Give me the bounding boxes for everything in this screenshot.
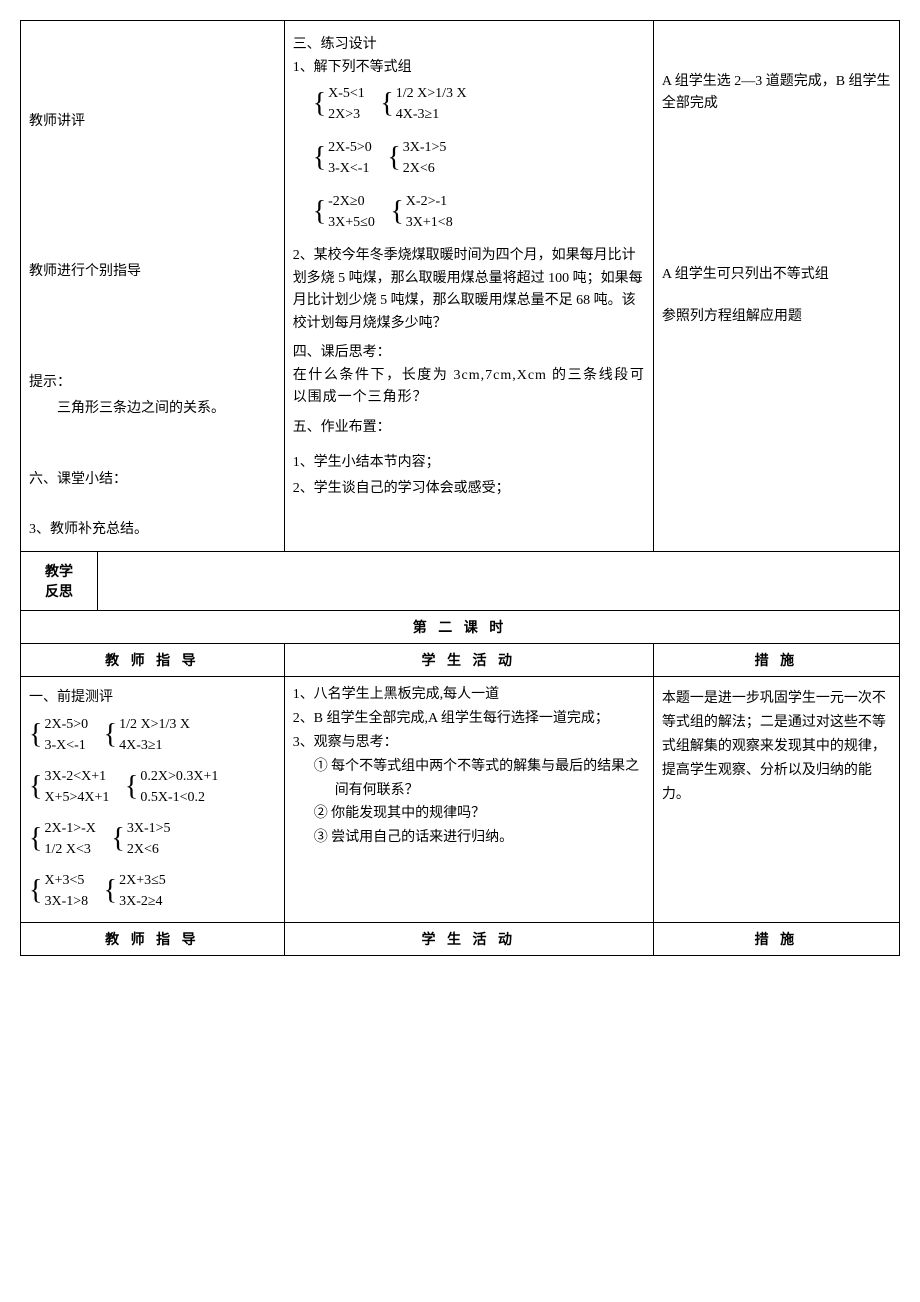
ineq: X-5<1 [328, 83, 365, 104]
ineq: 2X<6 [127, 839, 171, 860]
pretest-group-1: {2X-5>03-X<-1 {1/2 X>1/3 X4X-3≥1 [29, 714, 276, 760]
reflection-label-1: 教学 [29, 561, 89, 581]
column-headers-row: 教 师 指 导 学 生 活 动 措 施 [21, 644, 900, 677]
ineq: 3X-2<X+1 [44, 766, 109, 787]
ineq: 2X-5>0 [328, 137, 372, 158]
col-header-measures: 措 施 [653, 644, 899, 677]
brace-icon: { [387, 144, 400, 172]
reflection-label-2: 反思 [29, 581, 89, 601]
brace-icon: { [29, 773, 42, 801]
activity-3-1: ① 每个不等式组中两个不等式的解集与最后的结果之间有何联系？ [293, 755, 645, 803]
thinking-question: 在什么条件下，长度为 3cm,7cm,Xcm 的三条线段可以围成一个三角形？ [293, 365, 645, 410]
ineq: 3X-1>5 [127, 818, 171, 839]
teacher-note-5: 六、课堂小结： [29, 469, 276, 491]
brace-icon: { [313, 198, 326, 226]
exercise-1-title: 1、解下列不等式组 [293, 57, 645, 79]
homework-2: 2、学生谈自己的学习体会或感受； [293, 478, 645, 500]
section-4-title: 四、课后思考： [293, 341, 645, 361]
ineq: 1/2 X<3 [44, 839, 95, 860]
ineq: 0.5X-1<0.2 [140, 787, 218, 808]
ineq: 3-X<-1 [328, 158, 372, 179]
ineq: 4X-3≥1 [119, 735, 190, 756]
brace-icon: { [390, 198, 403, 226]
measure-3: 参照列方程组解应用题 [662, 306, 891, 328]
brace-icon: { [104, 721, 117, 749]
content-row-lower: 一、前提测评 {2X-5>03-X<-1 {1/2 X>1/3 X4X-3≥1 … [21, 677, 900, 922]
measure-1: A 组学生选 2—3 道题完成，B 组学生全部完成 [662, 71, 891, 116]
ineq: X+5>4X+1 [44, 787, 109, 808]
lesson-plan-table: 教师讲评 教师进行个别指导 提示： 三角形三条边之间的关系。 六、课堂小结： 3… [20, 20, 900, 956]
ineq: 2X>3 [328, 104, 365, 125]
measures-col-lower: 本题一是进一步巩固学生一元一次不等式组的解法；二是通过对这些不等式组解集的观察来… [653, 677, 899, 922]
lesson-2-header-row: 第 二 课 时 [21, 611, 900, 644]
pretest-group-4: {X+3<53X-1>8 {2X+3≤53X-2≥4 [29, 870, 276, 916]
brace-icon: { [29, 721, 42, 749]
section-3-title: 三、练习设计 [293, 33, 645, 53]
word-problem: 2、某校今年冬季烧煤取暖时间为四个月，如果每月比计划多烧 5 吨煤，那么取暖用煤… [293, 245, 645, 335]
inequality-group-1: {X-5<12X>3 {1/2 X>1/3 X4X-3≥1 [293, 83, 645, 129]
student-col-lower: 1、八名学生上黑板完成,每人一道 2、B 组学生全部完成,A 组学生每行选择一道… [284, 677, 653, 922]
ineq: 3-X<-1 [44, 735, 88, 756]
teacher-col-upper: 教师讲评 教师进行个别指导 提示： 三角形三条边之间的关系。 六、课堂小结： 3… [21, 21, 285, 552]
activity-3: 3、观察与思考： [293, 731, 645, 755]
homework-1: 1、学生小结本节内容； [293, 452, 645, 474]
ineq: 3X-2≥4 [119, 891, 166, 912]
reflection-content [98, 552, 900, 610]
teacher-col-lower: 一、前提测评 {2X-5>03-X<-1 {1/2 X>1/3 X4X-3≥1 … [21, 677, 285, 922]
brace-icon: { [29, 877, 42, 905]
reflection-row: 教学 反思 [21, 552, 900, 611]
ineq: 3X-1>5 [403, 137, 447, 158]
ineq: 2X+3≤5 [119, 870, 166, 891]
activity-3-3: ③ 尝试用自己的话来进行归纳。 [293, 826, 645, 850]
activity-3-2: ② 你能发现其中的规律吗？ [293, 802, 645, 826]
ineq: -2X≥0 [328, 191, 375, 212]
ineq: 2X-1>-X [44, 818, 95, 839]
section-5-title: 五、作业布置： [293, 416, 645, 436]
ineq: X+3<5 [44, 870, 88, 891]
pretest-group-2: {3X-2<X+1X+5>4X+1 {0.2X>0.3X+10.5X-1<0.2 [29, 766, 276, 812]
activity-1: 1、八名学生上黑板完成,每人一道 [293, 683, 645, 707]
teacher-note-1: 教师讲评 [29, 111, 276, 133]
lesson-2-title: 第 二 课 时 [21, 611, 900, 644]
col-header-teacher: 教 师 指 导 [21, 644, 285, 677]
ineq: 3X+5≤0 [328, 212, 375, 233]
inequality-group-3: {-2X≥03X+5≤0 {X-2>-13X+1<8 [293, 191, 645, 237]
inequality-group-2: {2X-5>03-X<-1 {3X-1>52X<6 [293, 137, 645, 183]
teacher-note-3: 提示： [29, 372, 276, 394]
ineq: X-2>-1 [406, 191, 453, 212]
ineq: 3X+1<8 [406, 212, 453, 233]
teacher-note-4: 三角形三条边之间的关系。 [29, 398, 276, 420]
ineq: 1/2 X>1/3 X [396, 83, 467, 104]
ineq: 2X-5>0 [44, 714, 88, 735]
measure-lower: 本题一是进一步巩固学生一元一次不等式组的解法；二是通过对这些不等式组解集的观察来… [662, 687, 891, 806]
ineq: 3X-1>8 [44, 891, 88, 912]
brace-icon: { [380, 90, 393, 118]
column-headers-row-bottom: 教 师 指 导 学 生 活 动 措 施 [21, 922, 900, 955]
activity-2: 2、B 组学生全部完成,A 组学生每行选择一道完成； [293, 707, 645, 731]
pretest-group-3: {2X-1>-X1/2 X<3 {3X-1>52X<6 [29, 818, 276, 864]
teacher-note-6: 3、教师补充总结。 [29, 519, 276, 541]
brace-icon: { [313, 90, 326, 118]
col-header-student: 学 生 活 动 [284, 644, 653, 677]
measures-col-upper: A 组学生选 2—3 道题完成，B 组学生全部完成 A 组学生可只列出不等式组 … [653, 21, 899, 552]
brace-icon: { [111, 825, 124, 853]
ineq: 4X-3≥1 [396, 104, 467, 125]
brace-icon: { [313, 144, 326, 172]
teacher-note-2: 教师进行个别指导 [29, 261, 276, 283]
col-header-teacher-b: 教 师 指 导 [21, 922, 285, 955]
col-header-measures-b: 措 施 [653, 922, 899, 955]
brace-icon: { [125, 773, 138, 801]
brace-icon: { [29, 825, 42, 853]
ineq: 1/2 X>1/3 X [119, 714, 190, 735]
col-header-student-b: 学 生 活 动 [284, 922, 653, 955]
brace-icon: { [104, 877, 117, 905]
ineq: 0.2X>0.3X+1 [140, 766, 218, 787]
pretest-title: 一、前提测评 [29, 687, 276, 709]
content-row-upper: 教师讲评 教师进行个别指导 提示： 三角形三条边之间的关系。 六、课堂小结： 3… [21, 21, 900, 552]
student-col-upper: 三、练习设计 1、解下列不等式组 {X-5<12X>3 {1/2 X>1/3 X… [284, 21, 653, 552]
measure-2: A 组学生可只列出不等式组 [662, 264, 891, 286]
ineq: 2X<6 [403, 158, 447, 179]
